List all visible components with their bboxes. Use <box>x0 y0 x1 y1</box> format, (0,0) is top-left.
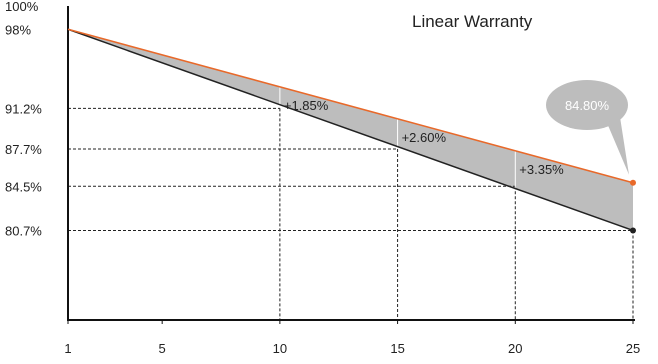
y-tick-label: 80.7% <box>5 223 42 238</box>
callout-pointer <box>607 117 629 175</box>
y-tick-label: 84.5% <box>5 179 42 194</box>
x-tick-label: 10 <box>273 341 287 356</box>
upper-endpoint <box>630 179 636 186</box>
gap-label: +3.35% <box>519 162 564 177</box>
y-tick-label: 87.7% <box>5 142 42 157</box>
chart-title: Linear Warranty <box>412 12 533 31</box>
x-tick-label: 20 <box>508 341 522 356</box>
y-tick-label: 100% <box>5 0 39 14</box>
x-tick-label: 25 <box>626 341 640 356</box>
x-tick-label: 5 <box>159 341 166 356</box>
upper-warranty-line <box>67 28 634 184</box>
y-tick-label: 98% <box>5 22 31 37</box>
callout-label: 84.80% <box>565 98 610 113</box>
callout-bubble <box>546 80 628 130</box>
gap-label: +1.85% <box>284 98 329 113</box>
x-tick-label: 1 <box>64 341 71 356</box>
x-tick-label: 15 <box>390 341 404 356</box>
lower-endpoint <box>630 227 636 234</box>
lower-warranty-line <box>67 28 634 232</box>
y-tick-label: 91.2% <box>5 101 42 116</box>
gap-label: +2.60% <box>402 130 447 145</box>
